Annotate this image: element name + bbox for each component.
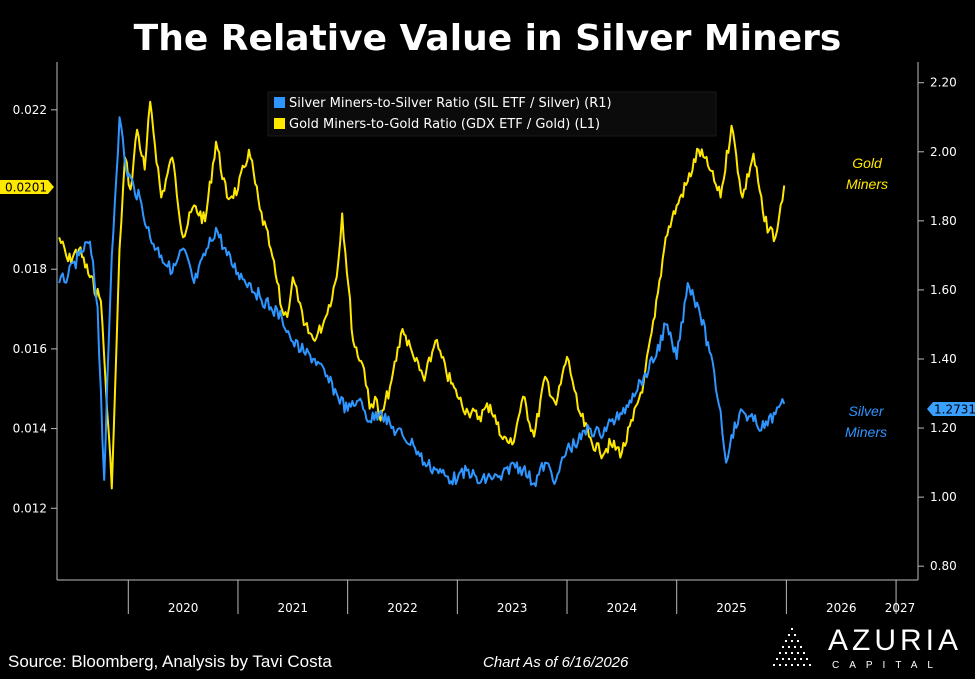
- chart-legend: Silver Miners-to-Silver Ratio (SIL ETF /…: [267, 91, 717, 137]
- right-tick-label: 2.00: [930, 145, 957, 159]
- x-tick-label: 2021: [278, 601, 309, 615]
- legend-swatch-silver: [274, 97, 285, 108]
- right-tick-label: 2.20: [930, 76, 957, 90]
- left-tick-label: 0.018: [13, 262, 47, 276]
- gold-annotation-line2: Miners: [846, 176, 888, 192]
- brand-name: AZURIA: [828, 624, 963, 657]
- annotations: Gold Miners Silver Miners: [845, 155, 888, 440]
- gold-annotation-line1: Gold: [852, 155, 883, 171]
- gold-series-line: [58, 100, 786, 490]
- x-tick-label: 2022: [387, 601, 418, 615]
- silver-series-line: [58, 116, 786, 488]
- chart-axes: 0.012 0.014 0.016 0.018 0.022 0.80 1.00 1.20 1.4…: [13, 62, 957, 615]
- legend-label-gold: Gold Miners-to-Gold Ratio (GDX ETF / Gol…: [289, 117, 600, 132]
- right-tick-label: 1.20: [930, 421, 957, 435]
- x-tick-label: 2023: [497, 601, 528, 615]
- x-tick-label: 2024: [607, 601, 638, 615]
- right-tick-label: 1.80: [930, 214, 957, 228]
- chart-date-note: Chart As of 6/16/2026: [483, 654, 629, 671]
- legend-swatch-gold: [274, 118, 285, 129]
- series-layer: [58, 100, 786, 490]
- source-note: Source: Bloomberg, Analysis by Tavi Cost…: [8, 652, 332, 671]
- brand-subtitle: CAPITAL: [832, 660, 943, 671]
- silver-last-value-tag: [927, 402, 975, 416]
- chart-title: The Relative Value in Silver Miners: [133, 18, 842, 59]
- right-tick-label: 1.40: [930, 352, 957, 366]
- x-tick-label: 2026: [826, 601, 857, 615]
- x-tick-label: 2020: [168, 601, 199, 615]
- gold-last-value-tag: [0, 180, 54, 194]
- right-tick-label: 1.00: [930, 490, 957, 504]
- left-tick-label: 0.014: [13, 422, 47, 436]
- silver-annotation-line2: Miners: [845, 424, 887, 440]
- legend-box: [267, 91, 717, 137]
- last-value-labels: 0.0201 1.2731: [0, 180, 975, 417]
- silver-annotation-line1: Silver: [848, 403, 884, 419]
- gold-last-value-text: 0.0201: [5, 181, 47, 195]
- right-tick-label: 1.60: [930, 283, 957, 297]
- x-tick-label: 2025: [716, 601, 747, 615]
- right-tick-label: 0.80: [930, 559, 957, 573]
- silver-last-value-text: 1.2731: [934, 403, 975, 417]
- left-tick-label: 0.022: [13, 103, 47, 117]
- x-tick-label: 2027: [885, 601, 916, 615]
- brand-logo: AZURIA CAPITAL: [760, 624, 970, 674]
- left-tick-label: 0.016: [13, 342, 47, 356]
- legend-label-silver: Silver Miners-to-Silver Ratio (SIL ETF /…: [289, 96, 612, 111]
- pyramid-logo-icon: [773, 628, 811, 666]
- left-tick-label: 0.012: [13, 501, 47, 515]
